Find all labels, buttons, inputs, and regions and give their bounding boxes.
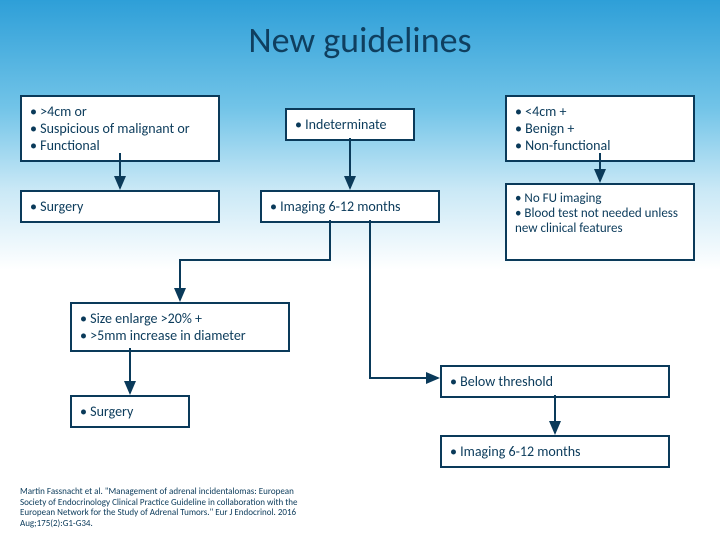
- box-item: Functional: [30, 137, 210, 154]
- arrow: [180, 220, 330, 300]
- box-item: Imaging 6-12 months: [270, 198, 430, 215]
- box-item: Benign +: [515, 120, 685, 137]
- box-item: Imaging 6-12 months: [450, 443, 660, 460]
- box-surgery-2: Surgery: [70, 395, 190, 428]
- box-surgery-1: Surgery: [20, 190, 220, 223]
- slide-title: New guidelines: [0, 18, 720, 62]
- box-item: Below threshold: [450, 373, 660, 390]
- box-size-enlarge: Size enlarge >20% + >5mm increase in dia…: [70, 302, 290, 352]
- box-item: No FU imaging: [515, 191, 685, 206]
- box-criteria-surgical: >4cm or Suspicious of malignant or Funct…: [20, 95, 220, 162]
- box-indeterminate: Indeterminate: [285, 108, 415, 141]
- box-item: Size enlarge >20% +: [80, 310, 280, 327]
- box-item: <4cm +: [515, 103, 685, 120]
- box-item: Surgery: [30, 198, 210, 215]
- box-item: Suspicious of malignant or: [30, 120, 210, 137]
- box-below-threshold: Below threshold: [440, 365, 670, 398]
- slide: New guidelines >4cm or Suspicious of mal…: [0, 0, 720, 540]
- box-criteria-benign: <4cm + Benign + Non-functional: [505, 95, 695, 162]
- box-item: >4cm or: [30, 103, 210, 120]
- citation-text: Martin Fassnacht et al. "Management of a…: [20, 487, 320, 530]
- box-imaging-1: Imaging 6-12 months: [260, 190, 440, 223]
- box-item: Blood test not needed unless new clinica…: [515, 206, 685, 236]
- box-no-fu: No FU imaging Blood test not needed unle…: [505, 183, 695, 261]
- box-item: Non-functional: [515, 137, 685, 154]
- arrow: [370, 220, 438, 378]
- box-item: >5mm increase in diameter: [80, 327, 280, 344]
- box-item: Indeterminate: [295, 116, 405, 133]
- box-item: Surgery: [80, 403, 180, 420]
- box-imaging-2: Imaging 6-12 months: [440, 435, 670, 468]
